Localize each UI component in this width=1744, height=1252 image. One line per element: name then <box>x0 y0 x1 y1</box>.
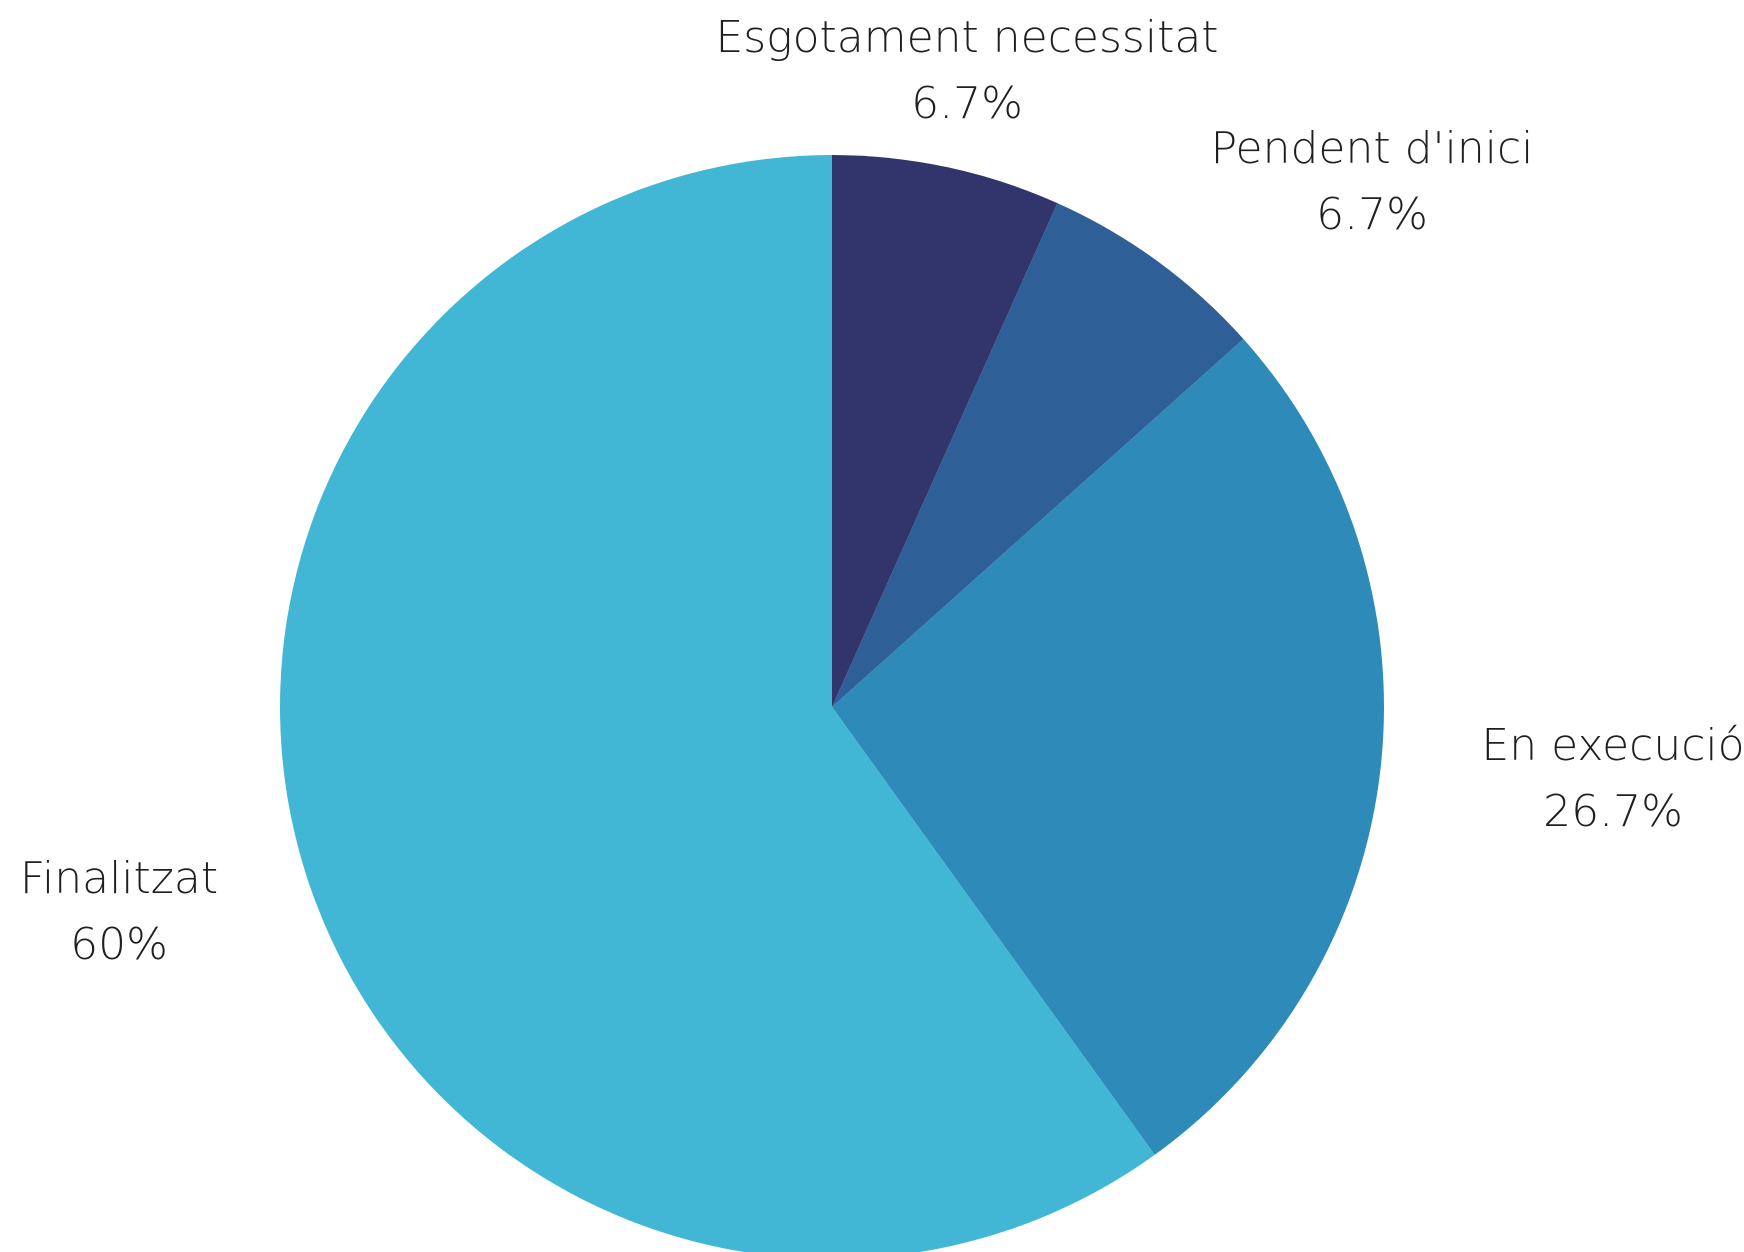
pie-labels: Esgotament necessitat 6.7% Pendent d'inici… <box>20 12 1744 970</box>
slice-label-pendent-d-inici: Pendent d'inici <box>1211 123 1534 174</box>
slice-label-en-execucio: En execució <box>1481 720 1744 771</box>
pie-slices <box>280 155 1384 1252</box>
pie-slice-en-execucio <box>832 339 1384 1155</box>
slice-label-finalitzat: Finalitzat <box>20 853 218 904</box>
pie-slice-esgotament-necessitat <box>832 155 1058 707</box>
slice-label-esgotament-necessitat: Esgotament necessitat <box>715 12 1218 63</box>
pie-slice-pendent-d-inici <box>832 203 1244 707</box>
slice-value-pendent-d-inici: 6.7% <box>1316 189 1428 240</box>
slice-value-finalitzat: 60% <box>70 919 168 970</box>
pie-slice-finalitzat <box>280 155 1155 1252</box>
slice-value-esgotament-necessitat: 6.7% <box>911 78 1023 129</box>
slice-value-en-execucio: 26.7% <box>1543 786 1683 837</box>
